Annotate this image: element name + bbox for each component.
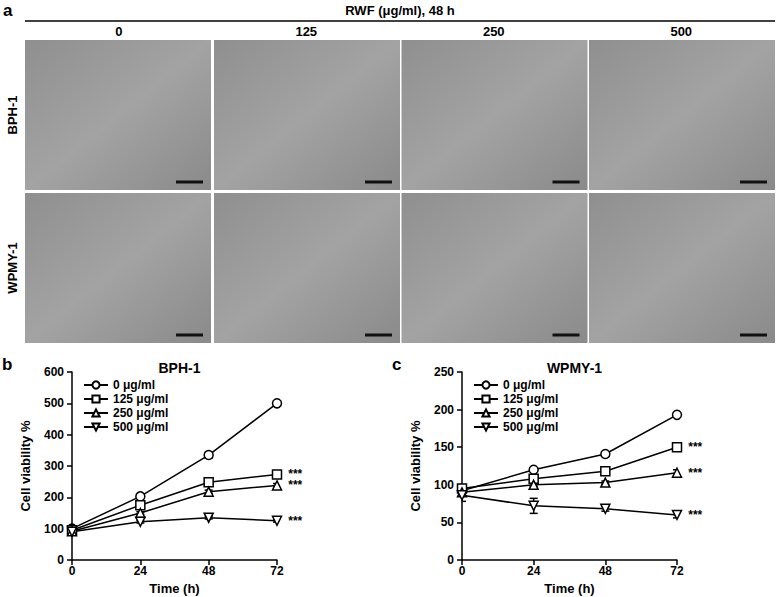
- svg-text:500 μg/ml: 500 μg/ml: [113, 420, 168, 434]
- svg-text:400: 400: [44, 428, 64, 442]
- svg-text:125: 125: [295, 24, 317, 39]
- svg-text:250: 250: [434, 365, 454, 379]
- svg-text:500 μg/ml: 500 μg/ml: [503, 420, 558, 434]
- svg-text:WPMY-1: WPMY-1: [547, 360, 602, 376]
- svg-text:Time (h): Time (h): [544, 581, 594, 596]
- svg-text:0: 0: [115, 24, 122, 39]
- svg-text:48: 48: [599, 564, 613, 578]
- svg-text:125 μg/ml: 125 μg/ml: [113, 392, 168, 406]
- svg-text:b: b: [2, 355, 12, 374]
- svg-text:500: 500: [670, 24, 692, 39]
- svg-text:***: ***: [288, 478, 302, 492]
- svg-text:a: a: [3, 1, 13, 20]
- svg-text:WPMY-1: WPMY-1: [5, 242, 20, 293]
- svg-text:72: 72: [270, 564, 284, 578]
- svg-text:***: ***: [688, 440, 702, 454]
- svg-text:100: 100: [44, 522, 64, 536]
- svg-text:0 μg/ml: 0 μg/ml: [113, 378, 155, 392]
- svg-text:***: ***: [288, 514, 302, 528]
- svg-text:c: c: [392, 355, 401, 374]
- svg-text:BPH-1: BPH-1: [5, 95, 20, 134]
- svg-text:50: 50: [441, 515, 455, 529]
- svg-text:300: 300: [44, 459, 64, 473]
- svg-text:0: 0: [69, 564, 76, 578]
- svg-text:Cell viability %: Cell viability %: [18, 420, 33, 511]
- svg-text:***: ***: [688, 466, 702, 480]
- svg-text:Time (h): Time (h): [149, 581, 199, 596]
- svg-text:250 μg/ml: 250 μg/ml: [113, 406, 168, 420]
- svg-text:200: 200: [434, 403, 454, 417]
- svg-text:72: 72: [670, 564, 684, 578]
- svg-text:24: 24: [134, 564, 148, 578]
- svg-text:200: 200: [44, 490, 64, 504]
- svg-text:0: 0: [57, 553, 64, 567]
- svg-text:Cell viability %: Cell viability %: [408, 420, 423, 511]
- svg-text:150: 150: [434, 440, 454, 454]
- svg-text:0: 0: [447, 553, 454, 567]
- svg-text:0 μg/ml: 0 μg/ml: [503, 378, 545, 392]
- svg-text:BPH-1: BPH-1: [158, 360, 200, 376]
- svg-text:600: 600: [44, 365, 64, 379]
- svg-text:RWF (μg/ml), 48 h: RWF (μg/ml), 48 h: [345, 3, 455, 18]
- svg-text:0: 0: [459, 564, 466, 578]
- svg-text:500: 500: [44, 396, 64, 410]
- svg-text:250 μg/ml: 250 μg/ml: [503, 406, 558, 420]
- svg-text:125 μg/ml: 125 μg/ml: [503, 392, 558, 406]
- svg-text:24: 24: [527, 564, 541, 578]
- svg-text:***: ***: [688, 508, 702, 522]
- svg-text:48: 48: [202, 564, 216, 578]
- svg-text:100: 100: [434, 478, 454, 492]
- svg-text:250: 250: [483, 24, 505, 39]
